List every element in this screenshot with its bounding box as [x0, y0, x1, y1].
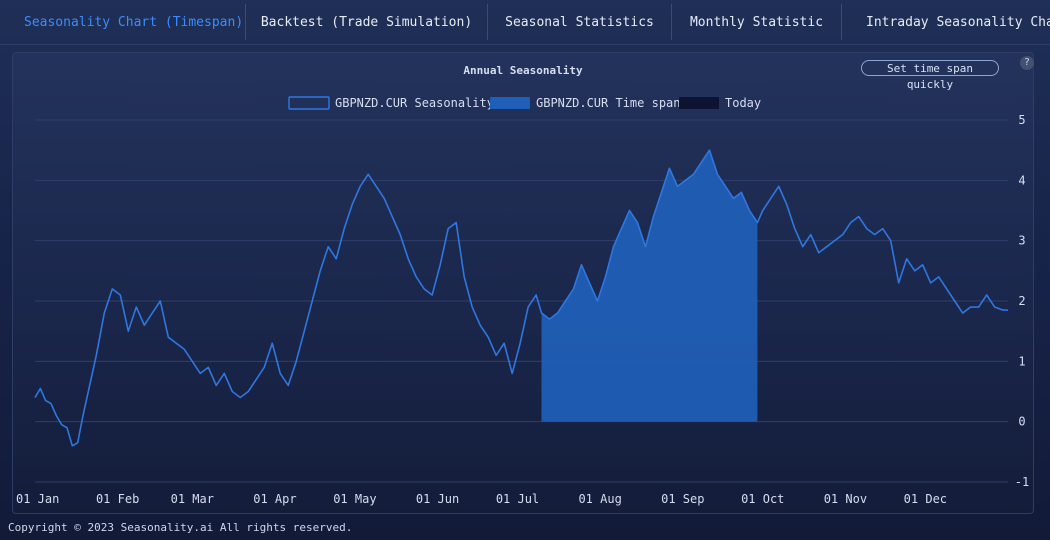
x-tick-label: 01 Nov: [824, 492, 867, 506]
x-tick-label: 01 Mar: [171, 492, 214, 506]
y-tick-label: 5: [1018, 113, 1025, 127]
legend-swatch: [490, 97, 530, 109]
tab-seasonality-chart[interactable]: Seasonality Chart (Timespan): [0, 4, 246, 40]
tab-monthly-statistic[interactable]: Monthly Statistic: [672, 4, 842, 40]
legend-label: GBPNZD.CUR Time span: [536, 96, 681, 110]
x-tick-label: 01 Jun: [416, 492, 459, 506]
x-tick-label: 01 Jul: [496, 492, 539, 506]
tab-backtest[interactable]: Backtest (Trade Simulation): [246, 4, 488, 40]
chart-panel: [12, 52, 1034, 514]
timespan-area: [541, 150, 758, 422]
x-tick-label: 01 May: [333, 492, 376, 506]
copyright-footer: Copyright © 2023 Seasonality.ai All righ…: [8, 521, 353, 534]
help-icon[interactable]: ?: [1020, 56, 1034, 70]
y-tick-label: -1: [1015, 475, 1029, 489]
seasonality-line: [34, 149, 1008, 447]
y-tick-label: 3: [1018, 234, 1025, 248]
legend-swatch: [679, 97, 719, 109]
x-tick-label: 01 Feb: [96, 492, 139, 506]
tab-intraday-seasonality[interactable]: Intraday Seasonality Chart: [866, 14, 1050, 30]
x-tick-label: 01 Dec: [904, 492, 947, 506]
y-tick-label: 2: [1018, 294, 1025, 308]
chart-title: Annual Seasonality: [463, 64, 583, 77]
x-tick-label: 01 Sep: [661, 492, 704, 506]
tab-seasonal-statistics[interactable]: Seasonal Statistics: [488, 4, 672, 40]
legend-label: GBPNZD.CUR Seasonality: [335, 96, 494, 110]
y-tick-label: 4: [1018, 173, 1025, 187]
y-tick-label: 0: [1018, 415, 1025, 429]
x-tick-label: 01 Oct: [741, 492, 784, 506]
x-tick-label: 01 Aug: [578, 492, 621, 506]
set-time-span-button[interactable]: Set time span quickly: [861, 60, 999, 91]
x-tick-label: 01 Apr: [253, 492, 296, 506]
legend-label: Today: [725, 96, 761, 110]
y-tick-label: 1: [1018, 354, 1025, 368]
tab-bar: Seasonality Chart (Timespan) Backtest (T…: [0, 0, 1050, 45]
legend-swatch: [288, 96, 330, 110]
x-tick-label: 01 Jan: [16, 492, 59, 506]
